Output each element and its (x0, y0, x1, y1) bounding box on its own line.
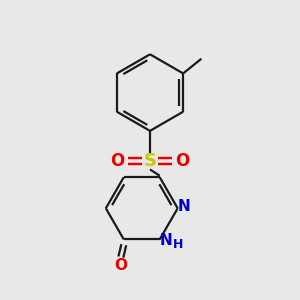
Text: O: O (114, 257, 127, 272)
Text: N: N (160, 233, 172, 248)
Text: N: N (178, 199, 190, 214)
Text: H: H (173, 238, 183, 251)
Text: S: S (143, 152, 157, 170)
Text: O: O (175, 152, 190, 170)
Text: O: O (110, 152, 125, 170)
